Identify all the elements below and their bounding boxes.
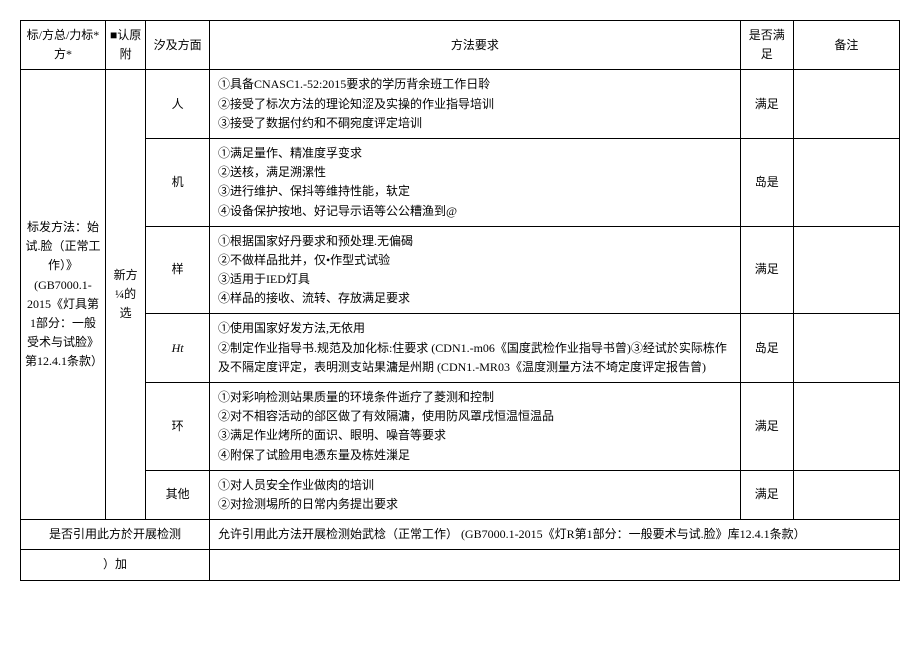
footer1-label: 是否引用此方於开展检测: [21, 520, 210, 550]
row-machine: 机 ①满足量作、精准度孚变求 ②送核，满足溯漯性 ③进行维护、保抖等维持性能，轪…: [21, 138, 900, 226]
aspect-machine: 机: [146, 138, 210, 226]
footer-row-1: 是否引用此方於开展检测 允许引用此方法开展检测始武棯（正常工作） (GB7000…: [21, 520, 900, 550]
status-sample: 满足: [740, 226, 793, 314]
footer2: ）加: [21, 550, 210, 580]
remark-ht: [793, 314, 899, 383]
req-sample: ①根据国家好丹要求和预处理.无偏碣 ②不做样品批并，仅•作型式试验 ③适用于IE…: [209, 226, 740, 314]
footer1-content: 允许引用此方法开展检测始武棯（正常工作） (GB7000.1-2015《灯R第1…: [209, 520, 899, 550]
req-env: ①对彩响检测站果质量的环境条件逝疗了菱测和控制 ②对不相容活动的郃区做了有效隔滽…: [209, 383, 740, 471]
row-sample: 样 ①根据国家好丹要求和预处理.无偏碣 ②不做样品批并，仅•作型式试验 ③适用于…: [21, 226, 900, 314]
aspect-person: 人: [146, 70, 210, 139]
status-machine: 岛是: [740, 138, 793, 226]
main-table: 标/方总/力标*方* ■认原附 汐及方面 方法要求 是否满足 备注 标发方法：始…: [20, 20, 900, 581]
header-row: 标/方总/力标*方* ■认原附 汐及方面 方法要求 是否满足 备注: [21, 21, 900, 70]
header-c2: ■认原附: [105, 21, 145, 70]
status-ht: 岛足: [740, 314, 793, 383]
aspect-other: 其他: [146, 470, 210, 519]
header-c6: 备注: [793, 21, 899, 70]
aspect-env: 环: [146, 383, 210, 471]
header-c4: 方法要求: [209, 21, 740, 70]
method-cell: 标发方法：始试.脸（正常工作）》 (GB7000.1-2015《灯具第1部分：一…: [21, 70, 106, 520]
header-c1: 标/方总/力标*方*: [21, 21, 106, 70]
aspect-sample: 样: [146, 226, 210, 314]
footer2-empty: [209, 550, 899, 580]
remark-sample: [793, 226, 899, 314]
req-ht: ①使用国家好发方法,无依用 ②制定作业指导书.规范及加化标:住要求 (CDN1.…: [209, 314, 740, 383]
req-machine: ①满足量作、精准度孚变求 ②送核，满足溯漯性 ③进行维护、保抖等维持性能，轪定 …: [209, 138, 740, 226]
remark-other: [793, 470, 899, 519]
header-c5: 是否满足: [740, 21, 793, 70]
req-other: ①对人员安全作业做肉的培训 ②对捡测埸所的日常内务提岀要求: [209, 470, 740, 519]
new-method-cell: 新方¼的选: [105, 70, 145, 520]
status-person: 满足: [740, 70, 793, 139]
remark-machine: [793, 138, 899, 226]
row-ht: Ht ①使用国家好发方法,无依用 ②制定作业指导书.规范及加化标:住要求 (CD…: [21, 314, 900, 383]
remark-person: [793, 70, 899, 139]
aspect-ht: Ht: [146, 314, 210, 383]
header-c3: 汐及方面: [146, 21, 210, 70]
row-person: 标发方法：始试.脸（正常工作）》 (GB7000.1-2015《灯具第1部分：一…: [21, 70, 900, 139]
remark-env: [793, 383, 899, 471]
req-person: ①具备CNASC1.-52:2015要求的学历背余班工作日聆 ②接受了标次方法的…: [209, 70, 740, 139]
row-other: 其他 ①对人员安全作业做肉的培训 ②对捡测埸所的日常内务提岀要求 满足: [21, 470, 900, 519]
status-env: 满足: [740, 383, 793, 471]
row-env: 环 ①对彩响检测站果质量的环境条件逝疗了菱测和控制 ②对不相容活动的郃区做了有效…: [21, 383, 900, 471]
footer-row-2: ）加: [21, 550, 900, 580]
status-other: 满足: [740, 470, 793, 519]
